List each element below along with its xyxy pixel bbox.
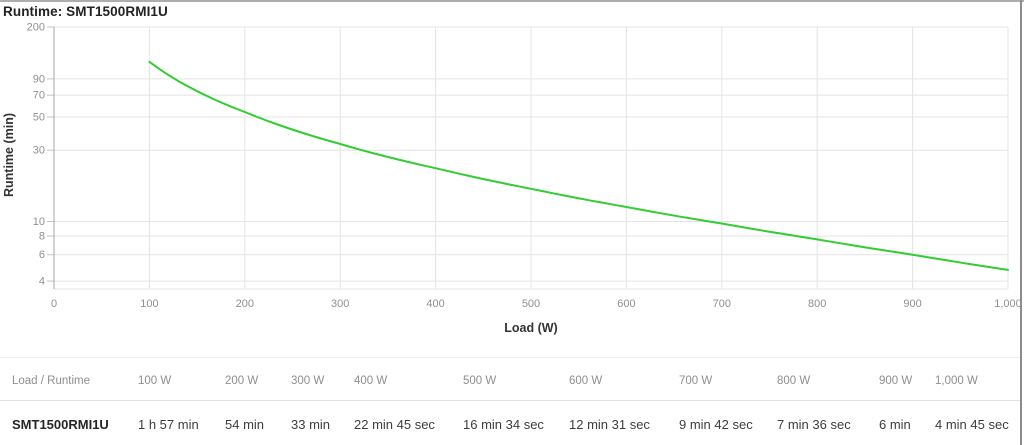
table-runtime-value: 16 min 34 sec	[463, 417, 544, 432]
x-tick-label: 900	[903, 298, 921, 310]
x-tick-label: 600	[617, 298, 635, 310]
table-top-border	[0, 357, 1020, 358]
table-runtime-value: 54 min	[225, 417, 265, 432]
table-runtime-value: 12 min 31 sec	[569, 417, 650, 432]
page-title: Runtime: SMT1500RMI1U	[3, 4, 168, 19]
x-tick-label: 400	[426, 298, 444, 310]
x-tick-label: 500	[522, 298, 540, 310]
y-tick-label: 6	[39, 249, 45, 261]
table-runtime-value: 22 min 45 sec	[354, 417, 435, 432]
y-tick-label: 4	[39, 276, 45, 288]
table-column-header: 400 W	[354, 375, 388, 387]
runtime-curve	[148, 60, 1009, 271]
x-tick-label: 700	[713, 298, 731, 310]
table-column-header: 900 W	[879, 375, 913, 387]
x-axis-title: Load (W)	[504, 321, 557, 335]
y-tick-label: 10	[33, 216, 45, 228]
y-tick-label: 200	[27, 22, 45, 34]
table-column-header: 600 W	[569, 375, 603, 387]
table-runtime-value: 7 min 36 sec	[777, 417, 851, 432]
x-tick-label: 800	[808, 298, 826, 310]
table-column-header: 700 W	[679, 375, 713, 387]
table-row-model-name: SMT1500RMI1U	[12, 417, 109, 432]
window-top-border	[0, 0, 1024, 2]
y-tick-label: 30	[33, 145, 45, 157]
x-tick-label: 200	[236, 298, 254, 310]
y-tick-label: 8	[39, 231, 45, 243]
table-column-header: 200 W	[225, 375, 259, 387]
table-runtime-value: 9 min 42 sec	[679, 417, 753, 432]
table-runtime-value: 33 min	[291, 417, 331, 432]
table-runtime-value: 1 h 57 min	[138, 417, 199, 432]
table-column-header: 100 W	[138, 375, 172, 387]
table-column-header: 1,000 W	[935, 375, 978, 387]
table-runtime-value: 4 min 45 sec	[935, 417, 1009, 432]
table-runtime-value: 6 min	[879, 417, 911, 432]
y-tick-label: 90	[33, 73, 45, 85]
x-tick-label: 300	[331, 298, 349, 310]
table-column-header: 300 W	[291, 375, 325, 387]
table-column-header: 800 W	[777, 375, 811, 387]
x-tick-label: 100	[140, 298, 158, 310]
y-tick-label: 70	[33, 90, 45, 102]
table-column-header: 500 W	[463, 375, 497, 387]
x-tick-label: 0	[51, 298, 57, 310]
table-corner-label: Load / Runtime	[12, 375, 90, 387]
y-axis-title: Runtime (min)	[2, 113, 16, 197]
x-tick-label: 1,000	[994, 298, 1022, 310]
window-right-border	[1020, 0, 1022, 445]
runtime-chart: 200 90 70 50 30 10 8 6 40 100 200 300 400 500 600 700 80…	[2, 22, 1022, 336]
table-header-divider	[0, 400, 1020, 401]
y-tick-label: 50	[33, 112, 45, 124]
